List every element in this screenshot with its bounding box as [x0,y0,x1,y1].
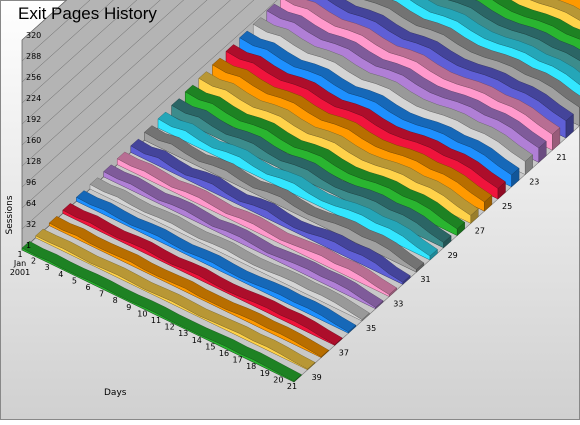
y-tick-label-left: 64 [26,199,36,208]
day-tick-label: 10 [137,309,147,318]
day-tick-label: 19 [260,369,270,378]
day-tick-label: 8 [113,296,118,305]
day-tick-label: 16 [219,349,229,358]
day-tick-label: 9 [126,303,131,312]
day-month-label: Jan [13,259,26,268]
depth-tick-label: 33 [393,300,403,309]
depth-tick-label: 27 [475,226,485,235]
depth-tick-label: 21 [556,153,566,162]
day-tick-label: 6 [85,283,90,292]
depth-tick-label: 31 [420,275,430,284]
day-tick-label: 5 [72,276,77,285]
day-tick-label: 12 [165,323,175,332]
y-tick-label-left: 256 [26,73,41,82]
depth-tick-label: 35 [366,324,376,333]
y-tick-label-left: 320 [26,31,41,40]
day-tick-label: 3 [45,263,50,272]
depth-tick-label: 39 [312,373,322,382]
depth-tick-label: 23 [529,178,539,187]
y-tick-label-left: 224 [26,94,41,103]
y-tick-label-left: 32 [26,220,36,229]
day-tick-label: 4 [58,270,63,279]
depth-tick-label: 29 [448,251,458,260]
day-tick-label: 11 [151,316,161,325]
y-tick-label-left: 288 [26,52,41,61]
day-tick-label: 7 [99,290,104,299]
day-tick-label: 18 [246,362,256,371]
day-tick-label: 20 [273,375,283,384]
day-tick-label: 1 [17,250,22,259]
day-tick-label: 2 [31,257,36,266]
depth-tick-label: 37 [339,348,349,357]
y-axis-label: Sessions [5,195,15,234]
y-tick-label-left: 160 [26,136,41,145]
day-tick-label: 14 [192,336,202,345]
day-tick-label: 13 [178,329,188,338]
x-axis-label: Days [104,388,127,398]
day-tick-label: 15 [205,342,215,351]
chart-title: Exit Pages History [18,4,157,23]
y-tick-label-left: 192 [26,115,41,124]
y-tick-label-left: 96 [26,178,36,187]
depth-tick-label: 25 [502,202,512,211]
day-year-label: 2001 [10,268,30,277]
y-tick-label-left: 1 [26,241,31,250]
y-tick-label-left: 128 [26,157,41,166]
day-tick-label: 21 [287,382,297,391]
day-tick-label: 17 [233,356,243,365]
